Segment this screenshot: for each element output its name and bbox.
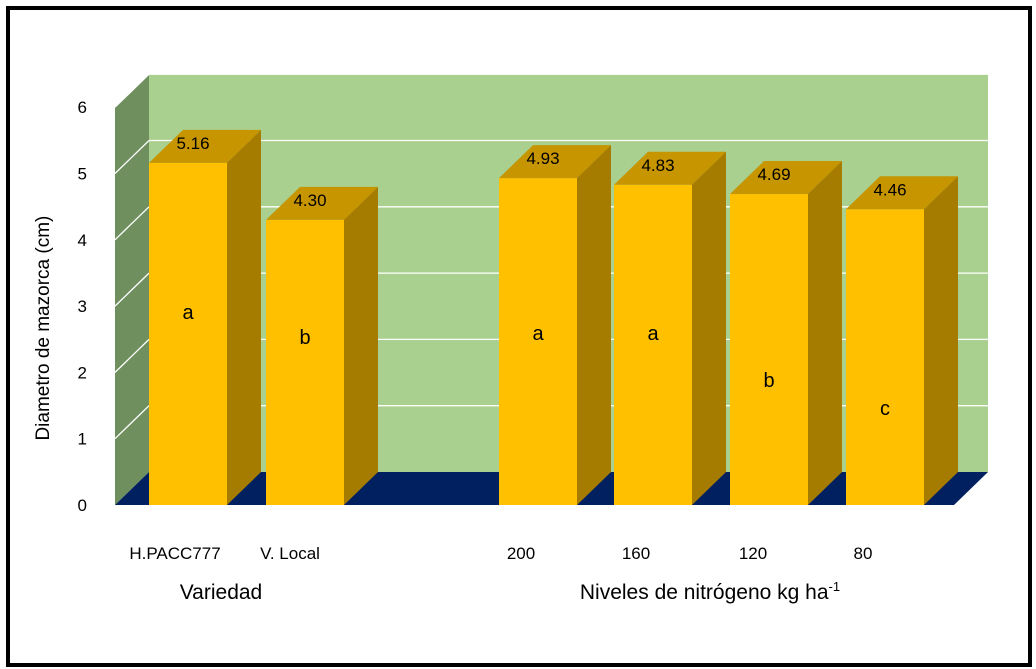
significance-letter: a — [182, 302, 194, 324]
bar-top — [846, 176, 958, 210]
x-axis: H.PACC777 V. Local 200 160 120 80 Variedad Nive… — [129, 544, 872, 604]
significance-letter: b — [299, 327, 310, 349]
y-tick-label: 2 — [78, 363, 87, 382]
gridline — [114, 140, 150, 174]
data-label: 5.16 — [176, 134, 209, 153]
x-tick-label: V. Local — [260, 544, 320, 563]
gridline — [114, 405, 150, 440]
bar — [846, 209, 924, 505]
x-group-label: Niveles de nitrógeno kg ha-1 — [580, 579, 840, 604]
chart-frame: 5.16 a 4.30 b 4.93 a 4.83 a 4.69 b 4.46 c Diametro … — [6, 6, 1032, 667]
gridline — [114, 206, 150, 241]
bar-top — [499, 145, 611, 179]
y-tick-label: 0 — [78, 496, 87, 515]
bar-side — [344, 186, 378, 505]
bar — [614, 184, 692, 505]
y-tick-label: 1 — [78, 430, 87, 449]
bars: 5.16 a 4.30 b 4.93 a 4.83 a 4.69 b 4.46 c — [149, 129, 958, 506]
bar-side — [924, 176, 958, 505]
bar — [730, 194, 808, 506]
y-tick-label: 5 — [78, 165, 87, 184]
bar — [499, 178, 577, 506]
bar-top — [730, 161, 842, 195]
data-label: 4.83 — [641, 156, 674, 175]
data-label: 4.93 — [526, 149, 559, 168]
data-label: 4.46 — [873, 180, 906, 199]
x-tick-label: 200 — [507, 544, 535, 563]
bar-chart: 5.16 a 4.30 b 4.93 a 4.83 a 4.69 b 4.46 c Diametro … — [33, 73, 988, 604]
y-tick-label: 6 — [78, 98, 87, 117]
x-tick-label: H.PACC777 — [129, 544, 220, 563]
bar-side — [692, 151, 726, 505]
significance-letter: a — [532, 323, 544, 345]
bar-top — [149, 129, 261, 163]
data-label: 4.30 — [293, 191, 326, 210]
bar — [149, 162, 227, 505]
gridline — [114, 272, 150, 307]
x-group-label: Variedad — [180, 581, 263, 604]
x-tick-label: 120 — [739, 544, 767, 563]
y-axis: Diametro de mazorca (cm) 0 1 2 3 4 5 6 — [33, 98, 87, 515]
data-label: 4.69 — [757, 165, 790, 184]
bar-side — [577, 145, 611, 506]
y-axis-label: Diametro de mazorca (cm) — [33, 216, 54, 441]
bar-side — [227, 129, 261, 505]
y-tick-label: 4 — [78, 231, 87, 250]
bar-top — [266, 186, 378, 220]
gridline — [114, 338, 150, 373]
bar — [266, 219, 344, 505]
significance-letter: c — [880, 398, 890, 420]
bar-side — [808, 161, 842, 506]
x-tick-label: 80 — [854, 544, 873, 563]
gridline — [114, 73, 150, 108]
y-tick-label: 3 — [78, 297, 87, 316]
significance-letter: b — [763, 370, 774, 392]
bar-top — [614, 151, 726, 185]
significance-letter: a — [647, 323, 659, 345]
x-tick-label: 160 — [622, 544, 650, 563]
